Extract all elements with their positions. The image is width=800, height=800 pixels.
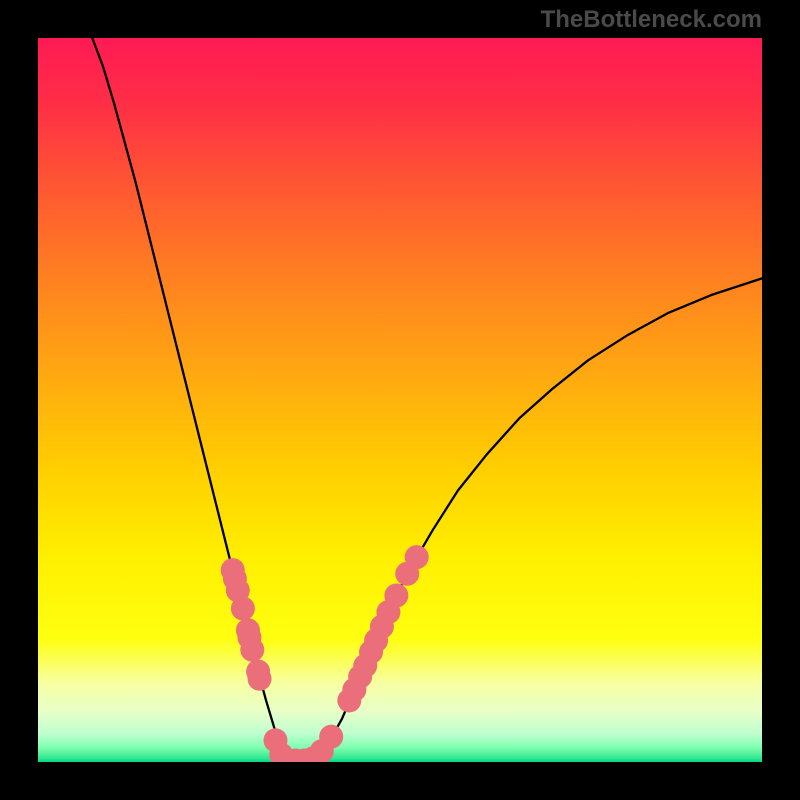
chart-frame: TheBottleneck.com [0,0,800,800]
watermark-text: TheBottleneck.com [541,6,762,34]
chart-gradient-background [38,38,762,762]
